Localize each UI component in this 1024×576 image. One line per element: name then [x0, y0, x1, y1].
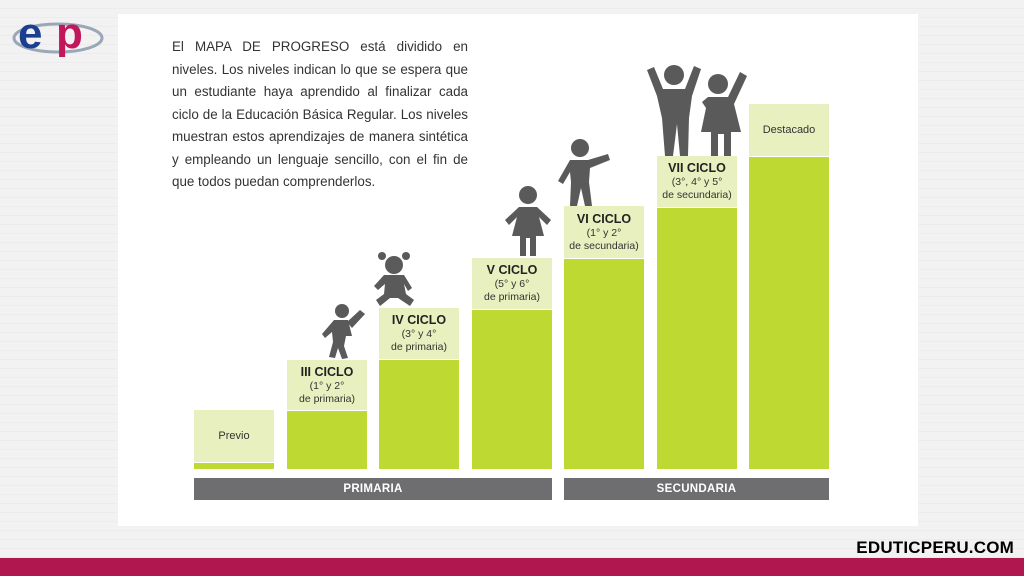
step-bar-destacado — [749, 157, 829, 469]
step-label-destacado: Destacado — [749, 104, 829, 156]
step-label-previo: Previo — [194, 410, 274, 462]
intro-paragraph: El MAPA DE PROGRESO está dividido en niv… — [172, 39, 468, 189]
step-bar-vii-ciclo — [657, 208, 737, 469]
step-bar-vi-ciclo — [564, 259, 644, 469]
step-bar-iii-ciclo — [287, 411, 367, 469]
step-grade-line2: de primaria) — [298, 392, 356, 405]
secundaria-band: SECUNDARIA — [564, 478, 829, 500]
step-title: V CICLO — [486, 263, 538, 277]
step-grade-line1: (1° y 2° — [309, 379, 345, 392]
child-pointing-icon — [558, 139, 610, 206]
step-grade-line2: de secundaria) — [569, 239, 639, 252]
step-label-vii-ciclo: VII CICLO (3°, 4° y 5° de secundaria) — [657, 156, 737, 207]
ep-logo-icon: e p — [12, 9, 104, 58]
step-label-iii-ciclo: III CICLO (1° y 2° de primaria) — [287, 360, 367, 410]
footer-bar — [0, 558, 1024, 576]
step-grade-line1: (3° y 4° — [401, 328, 437, 340]
step-title: VII CICLO — [668, 161, 726, 175]
step-grade-line1: (5° y 6° — [494, 278, 530, 290]
child-raising-arm-icon — [322, 304, 365, 359]
primaria-band: PRIMARIA — [194, 478, 552, 500]
step-title: III CICLO — [300, 364, 354, 379]
step-label-v-ciclo: V CICLO (5° y 6° de primaria) — [472, 258, 552, 309]
step-grade-line2: de secundaria) — [662, 189, 732, 201]
girl-standing-icon — [505, 186, 551, 256]
step-label-text: Destacado — [762, 123, 816, 136]
step-grade-line2: de primaria) — [390, 341, 448, 353]
step-grade-line2: de primaria) — [483, 291, 541, 303]
girl-sitting-icon — [374, 252, 414, 306]
step-title: IV CICLO — [391, 313, 447, 327]
step-grade-line1: (1° y 2° — [586, 226, 622, 239]
step-bar-iv-ciclo — [379, 360, 459, 469]
two-children-cheering-icon — [647, 65, 747, 156]
step-label-vi-ciclo: VI CICLO (1° y 2° de secundaria) — [564, 206, 644, 258]
step-bar-previo — [194, 463, 274, 469]
step-label-text: Previo — [218, 429, 250, 442]
site-url: EDUTICPERU.COM — [856, 538, 1014, 557]
step-grade-line1: (3°, 4° y 5° — [671, 176, 723, 188]
svg-text:p: p — [56, 9, 83, 58]
step-title: VI CICLO — [576, 211, 632, 226]
step-label-iv-ciclo: IV CICLO (3° y 4° de primaria) — [379, 308, 459, 359]
step-bar-v-ciclo — [472, 310, 552, 469]
svg-text:e: e — [18, 9, 42, 58]
